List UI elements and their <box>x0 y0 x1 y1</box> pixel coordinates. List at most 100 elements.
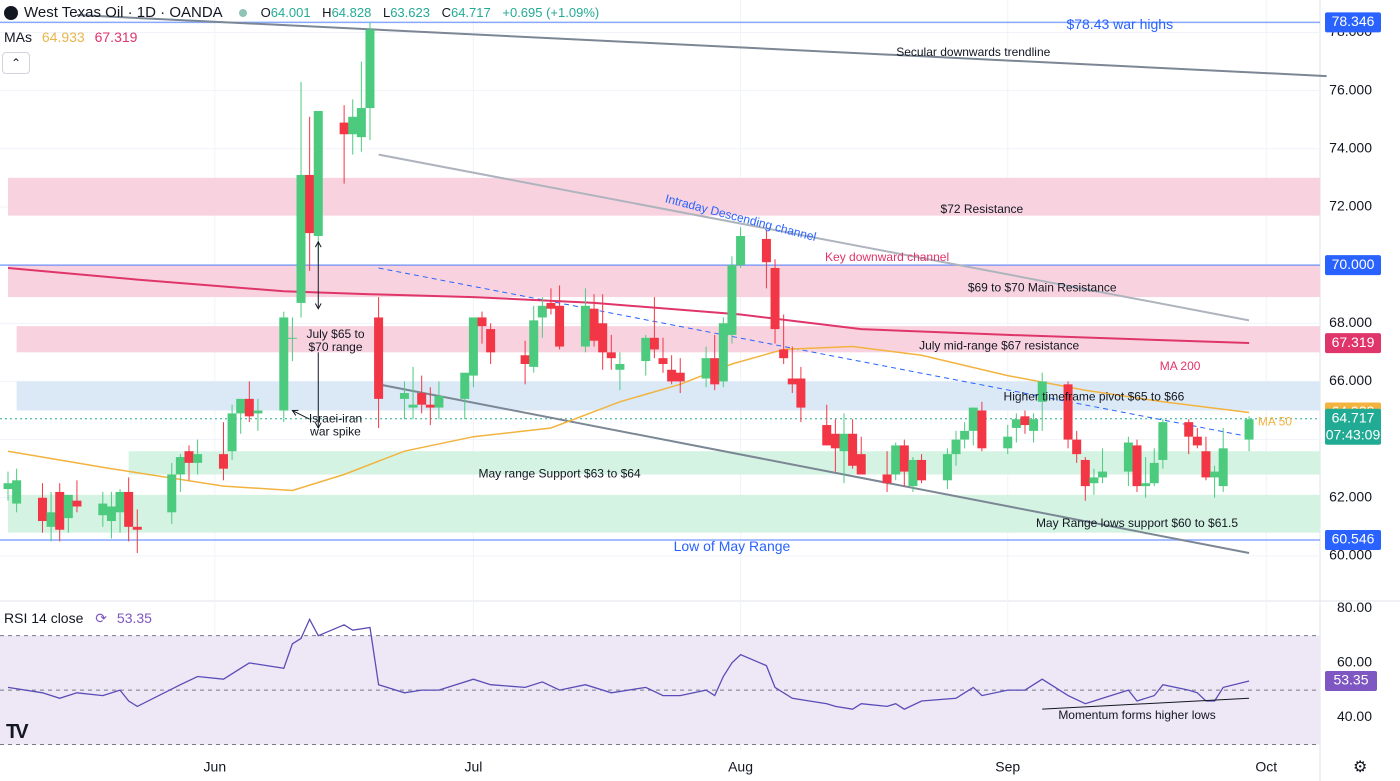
candle-body <box>761 238 771 263</box>
candle-body <box>839 433 849 452</box>
candle-body <box>675 372 685 382</box>
price-tag-label: 67.319 <box>1332 334 1375 350</box>
chevron-up-icon[interactable]: ⌃ <box>2 52 30 74</box>
candle-body <box>253 410 263 414</box>
annotation-label: May Range lows support $60 to $61.5 <box>1036 516 1238 530</box>
candle-body <box>1184 422 1194 437</box>
price-tag <box>1325 408 1381 445</box>
candle-body <box>537 305 547 318</box>
zone-resistance-67 <box>16 326 1321 353</box>
y-tick-label: 68.000 <box>1329 314 1372 330</box>
change-value: +0.695 (+1.09%) <box>502 5 600 20</box>
candle-body <box>1244 419 1254 440</box>
candle-body <box>727 265 737 335</box>
candle-body <box>55 491 65 530</box>
candle-body <box>399 393 409 399</box>
price-tag-label: 64.717 <box>1332 409 1375 425</box>
candle-body <box>555 305 565 347</box>
candle-body <box>356 108 366 138</box>
candle-body <box>218 454 228 469</box>
x-tick-label: Jun <box>204 759 227 775</box>
ma200-value: 67.319 <box>94 29 138 45</box>
annotation-label: MA 50 <box>1258 414 1292 428</box>
y-tick-label: 66.000 <box>1329 372 1372 388</box>
candle-body <box>977 410 987 449</box>
candle-body <box>1037 381 1047 402</box>
candle-body <box>106 506 116 522</box>
candle-body <box>408 404 418 408</box>
candle-body <box>960 430 970 440</box>
annotation-label: $72 Resistance <box>941 202 1024 216</box>
candle-body <box>244 398 254 417</box>
y-tick-label: 60.000 <box>1329 547 1372 563</box>
candle-body <box>132 526 142 530</box>
candle-body <box>72 500 82 507</box>
candle-body <box>796 378 806 408</box>
candle-body <box>589 308 599 341</box>
candle-body <box>339 122 349 135</box>
rsi-legend[interactable]: RSI 14 close ⟳ 53.35 <box>4 610 152 627</box>
candle-body <box>856 454 866 475</box>
ohlc-values: O64.001 H64.828 L63.623 C64.717 +0.695 (… <box>261 5 608 20</box>
candle-body <box>606 352 616 359</box>
candle-body <box>3 483 13 490</box>
candle-body <box>486 329 496 353</box>
candle-body <box>779 349 789 359</box>
candle-body <box>46 512 56 527</box>
moving-averages-legend[interactable]: MAs 64.933 67.319 <box>4 29 137 45</box>
candle-body <box>667 369 677 382</box>
candle-body <box>374 317 384 399</box>
candle-body <box>770 268 780 330</box>
candle-body <box>951 439 961 455</box>
secular-trendline <box>76 14 1327 78</box>
rsi-tick-label: 80.00 <box>1337 599 1372 615</box>
symbol-title[interactable]: West Texas Oil · 1D · OANDA <box>24 4 223 21</box>
annotation-label: July $65 to <box>306 327 364 341</box>
candle-body <box>520 355 530 364</box>
rsi-band <box>0 635 1320 745</box>
candle-body <box>468 317 478 376</box>
rsi-label: RSI <box>4 610 28 626</box>
countdown-label: 07:43:09 <box>1326 426 1381 442</box>
gear-icon[interactable]: ⚙ <box>1353 759 1368 776</box>
arrow-head <box>314 303 322 310</box>
tradingview-logo-icon[interactable]: TV <box>6 721 28 743</box>
candle-body <box>1063 384 1073 440</box>
rsi-tag <box>1325 670 1377 691</box>
close-value: 64.717 <box>450 5 491 20</box>
candle-body <box>348 116 358 135</box>
candle-body <box>37 497 47 522</box>
refresh-icon[interactable]: ⟳ <box>95 610 108 626</box>
candle-body <box>1020 416 1030 426</box>
close-label: C <box>441 5 451 20</box>
candle-body <box>882 474 892 484</box>
candle-body <box>718 323 728 382</box>
high-label: H <box>322 5 332 20</box>
price-tag <box>1325 12 1381 33</box>
candle-body <box>787 378 797 385</box>
candle-body <box>908 459 918 487</box>
y-tick-label: 62.000 <box>1329 488 1372 504</box>
key-downward-channel <box>378 267 1250 438</box>
candle-body <box>1123 442 1133 472</box>
open-value: 64.001 <box>270 5 311 20</box>
candle-body <box>365 29 375 109</box>
low-label: L <box>382 5 391 20</box>
candle-body <box>279 317 289 411</box>
annotation-label: Israei-iran <box>309 411 362 425</box>
candle-body <box>167 474 177 513</box>
annotation-label: July mid-range $67 resistance <box>919 339 1079 353</box>
candle-body <box>1201 451 1211 478</box>
mas-label: MAs <box>4 29 32 45</box>
candle-body <box>1141 483 1151 487</box>
ma50-line <box>7 345 1250 492</box>
candle-body <box>236 398 246 414</box>
candle-body <box>193 454 203 463</box>
rsi-params: 14 close <box>31 610 84 626</box>
candle-body <box>658 358 668 364</box>
y-tick-label: 72.000 <box>1329 198 1372 214</box>
candle-body <box>848 433 858 466</box>
annotation-label: MA 200 <box>1160 359 1201 373</box>
candle-body <box>615 363 625 370</box>
